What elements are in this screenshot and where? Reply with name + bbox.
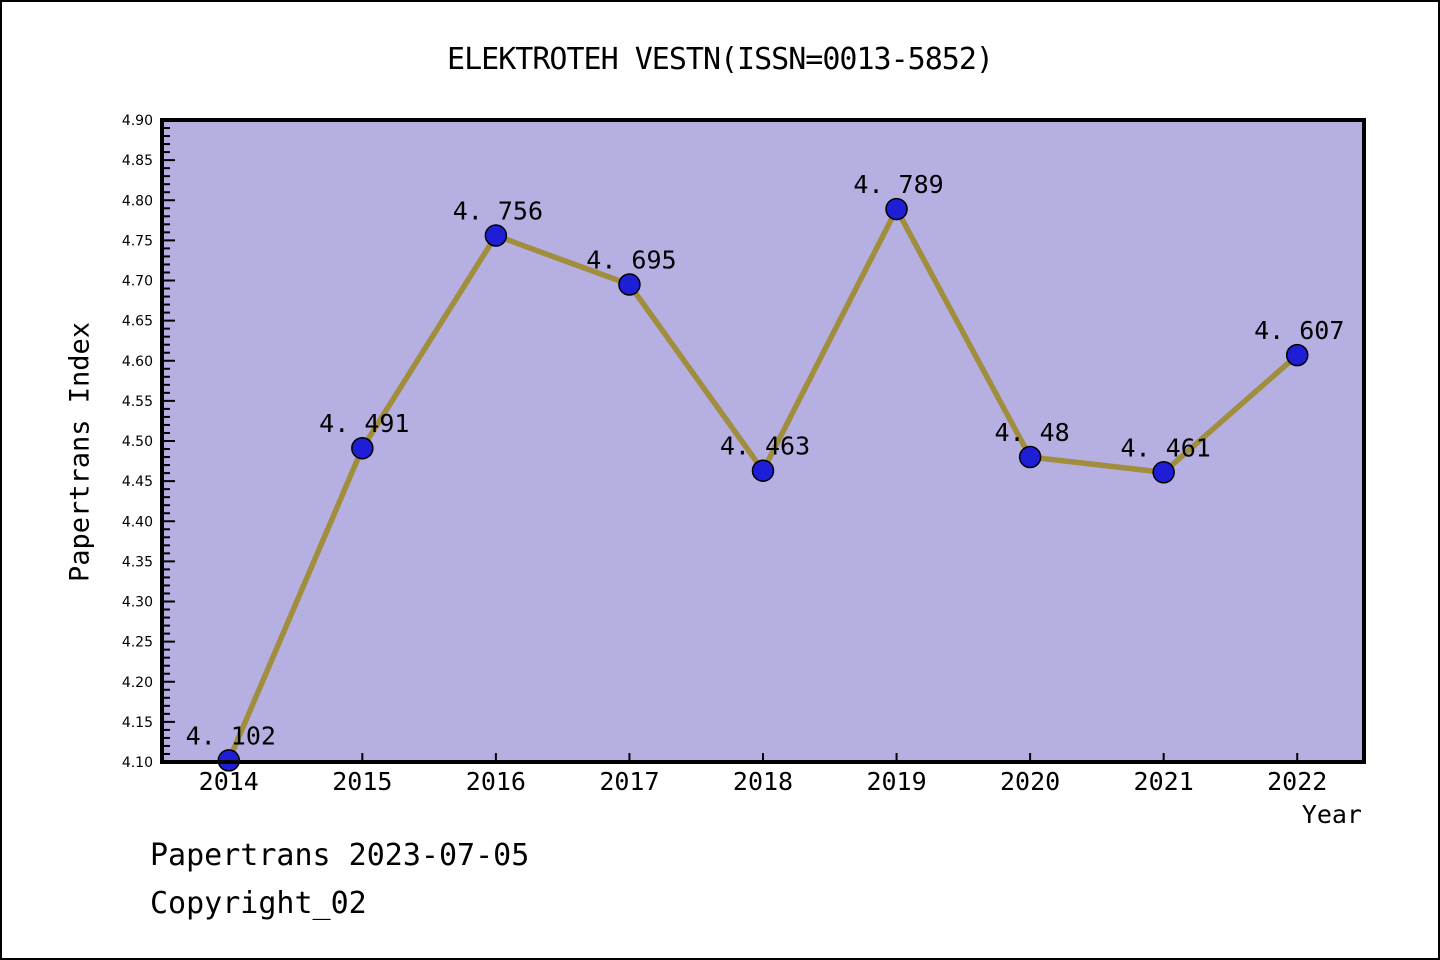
y-tick-label: 4.25: [122, 635, 153, 651]
x-tick-label: 2021: [1134, 767, 1194, 796]
data-point-label: 4. 461: [1121, 433, 1211, 462]
chart-title: ELEKTROTEH VESTN(ISSN=0013-5852): [447, 42, 994, 77]
data-point: [885, 197, 908, 221]
data-point-label: 4. 789: [853, 170, 943, 199]
x-tick-label: 2018: [733, 767, 793, 796]
x-tick-label: 2017: [599, 767, 659, 796]
data-point-label: 4. 695: [586, 246, 676, 275]
y-tick-label: 4.75: [122, 233, 153, 249]
y-tick-label: 4.35: [122, 554, 153, 570]
footer-watermark: Papertrans 2023-07-05: [150, 838, 530, 873]
y-tick-label: 4.20: [122, 675, 153, 691]
data-point: [1285, 343, 1309, 367]
y-tick-label: 4.40: [122, 514, 153, 530]
data-point: [1152, 461, 1175, 484]
data-point: [1018, 445, 1042, 469]
footer-copyright: Copyright_02: [150, 886, 367, 921]
y-tick-label: 4.55: [122, 394, 153, 410]
data-point-label: 4. 48: [994, 418, 1069, 447]
y-tick-label: 4.60: [122, 354, 153, 370]
data-point: [484, 224, 508, 247]
x-tick-label: 2019: [866, 767, 926, 796]
y-tick-label: 4.50: [122, 434, 153, 450]
y-tick-label: 4.10: [122, 755, 153, 771]
y-tick-label: 4.30: [122, 595, 153, 611]
y-tick-label: 4.80: [122, 193, 153, 209]
y-tick-label: 4.90: [122, 113, 153, 129]
data-point-label: 4. 491: [319, 409, 409, 438]
x-tick-label: 2020: [1000, 767, 1060, 796]
x-tick-label: 2014: [199, 767, 259, 796]
data-point-label: 4. 463: [720, 432, 810, 461]
data-point: [618, 273, 641, 296]
y-tick-label: 4.45: [122, 474, 153, 490]
x-axis-title: Year: [1301, 800, 1362, 829]
y-tick-label: 4.85: [122, 153, 153, 169]
plot-frame: [160, 118, 1366, 764]
y-tick-label: 4.70: [122, 274, 153, 290]
x-tick-label: 2015: [332, 767, 392, 796]
y-tick-label: 4.65: [122, 314, 153, 330]
data-point-label: 4. 102: [186, 721, 276, 750]
y-axis-title: Papertrans Index: [64, 321, 96, 583]
data-point: [751, 459, 775, 482]
data-point-label: 4. 607: [1254, 316, 1344, 345]
x-tick-label: 2016: [466, 767, 526, 796]
x-tick-label: 2022: [1267, 767, 1327, 796]
y-tick-label: 4.15: [122, 715, 153, 731]
data-point: [351, 436, 374, 460]
data-point-label: 4. 756: [453, 197, 543, 226]
